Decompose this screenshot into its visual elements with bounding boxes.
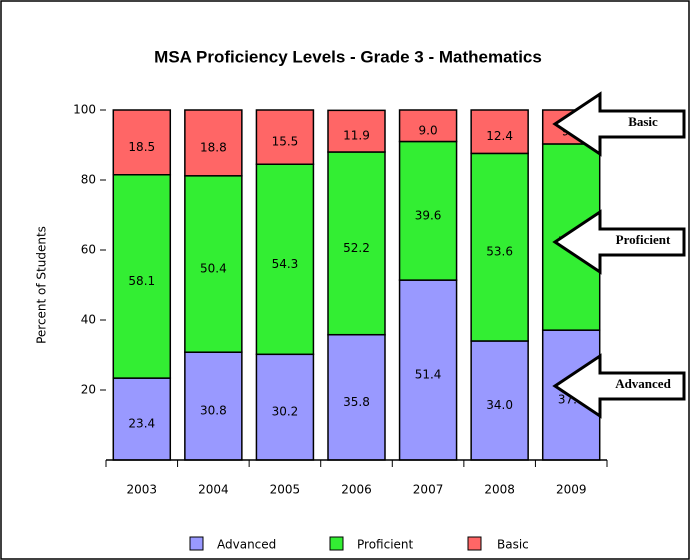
data-label: 39.6 [415, 208, 442, 222]
legend-label: Basic [497, 538, 529, 552]
bar-segment [327, 151, 386, 336]
bar-segment [470, 152, 529, 342]
bar-segment [327, 109, 386, 153]
legend-label: Advanced [217, 538, 276, 552]
bar-segment [112, 109, 172, 176]
bar-segment [398, 279, 458, 461]
data-label: 34.0 [486, 398, 513, 412]
y-tick-label: 40 [81, 313, 96, 327]
data-label: 11.9 [343, 129, 370, 143]
data-label: 54.3 [272, 257, 299, 271]
data-label: 52.2 [343, 241, 370, 255]
bar-segment [255, 353, 315, 461]
y-tick-label: 20 [81, 383, 96, 397]
bar-segment [184, 109, 243, 177]
callout-arrow [552, 209, 686, 275]
legend-swatch [189, 536, 204, 551]
callout-label: Proficient [616, 232, 671, 247]
bar-segment [470, 340, 529, 461]
x-tick-label: 2007 [413, 483, 444, 497]
callout-arrow [552, 91, 686, 157]
x-tick-label: 2004 [198, 483, 229, 497]
callout-label: Advanced [615, 376, 671, 391]
legend-swatch [467, 536, 482, 551]
x-tick-label: 2008 [484, 483, 515, 497]
data-label: 30.8 [200, 404, 227, 418]
bar-segment [470, 109, 529, 155]
bar-segment [255, 109, 315, 165]
data-label: 15.5 [272, 135, 299, 149]
x-tick-label: 2005 [270, 483, 301, 497]
data-label: 51.4 [415, 368, 442, 382]
x-tick-label: 2006 [341, 483, 372, 497]
data-label: 12.4 [486, 129, 513, 143]
callout-arrow [552, 353, 686, 419]
data-label: 18.5 [128, 140, 155, 154]
data-label: 9.0 [419, 123, 438, 137]
chart-title: MSA Proficiency Levels - Grade 3 - Mathe… [154, 47, 542, 66]
data-label: 53.6 [486, 245, 513, 259]
y-tick-label: 60 [81, 243, 96, 257]
data-label: 50.4 [200, 262, 227, 276]
callout-label: Basic [628, 114, 658, 129]
bar-segment [255, 163, 315, 356]
data-label: 18.8 [200, 140, 227, 154]
x-tick-label: 2003 [127, 483, 158, 497]
y-axis-label: Percent of Students [35, 226, 49, 344]
data-label: 58.1 [128, 274, 155, 288]
data-label: 30.2 [272, 405, 299, 419]
bar-segment [398, 140, 458, 281]
legend-swatch [329, 536, 344, 551]
data-label: 35.8 [343, 395, 370, 409]
x-tick-label: 2009 [556, 483, 587, 497]
bar-segment [398, 109, 458, 143]
y-tick-label: 80 [81, 173, 96, 187]
legend-label: Proficient [357, 538, 414, 552]
y-tick-label: 100 [73, 103, 96, 117]
data-label: 23.4 [128, 417, 155, 431]
